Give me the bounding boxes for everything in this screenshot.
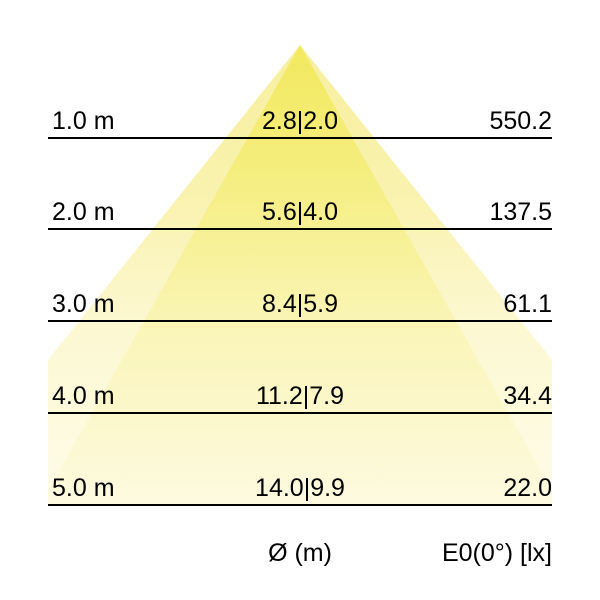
row-distance-label: 4.0 m [52,382,115,410]
row-illuminance-label: 34.4 [503,382,552,410]
row-diameter-label: 14.0|9.9 [255,474,345,502]
row-illuminance-label: 61.1 [503,290,552,318]
row-distance-label: 3.0 m [52,290,115,318]
row-diameter-label: 11.2|7.9 [255,382,345,410]
row-rule [48,504,552,506]
row-rule [48,412,552,414]
row-rule [48,228,552,230]
row-illuminance-label: 550.2 [489,107,552,135]
inner-beam-cone [48,45,552,505]
legend-illuminance-label: E0(0°) [lx] [441,539,552,567]
row-illuminance-label: 137.5 [489,198,552,226]
row-diameter-label: 2.8|2.0 [261,107,338,135]
legend: Ø (m) E0(0°) [lx] [48,538,552,570]
row-distance-label: 2.0 m [52,198,115,226]
row-illuminance-label: 22.0 [503,474,552,502]
row-diameter-label: 5.6|4.0 [261,198,338,226]
legend-diameter-label: Ø (m) [268,539,332,567]
row-distance-label: 5.0 m [52,474,115,502]
row-diameter-label: 8.4|5.9 [261,290,338,318]
row-rule [48,137,552,139]
row-rule [48,320,552,322]
row-distance-label: 1.0 m [52,107,115,135]
